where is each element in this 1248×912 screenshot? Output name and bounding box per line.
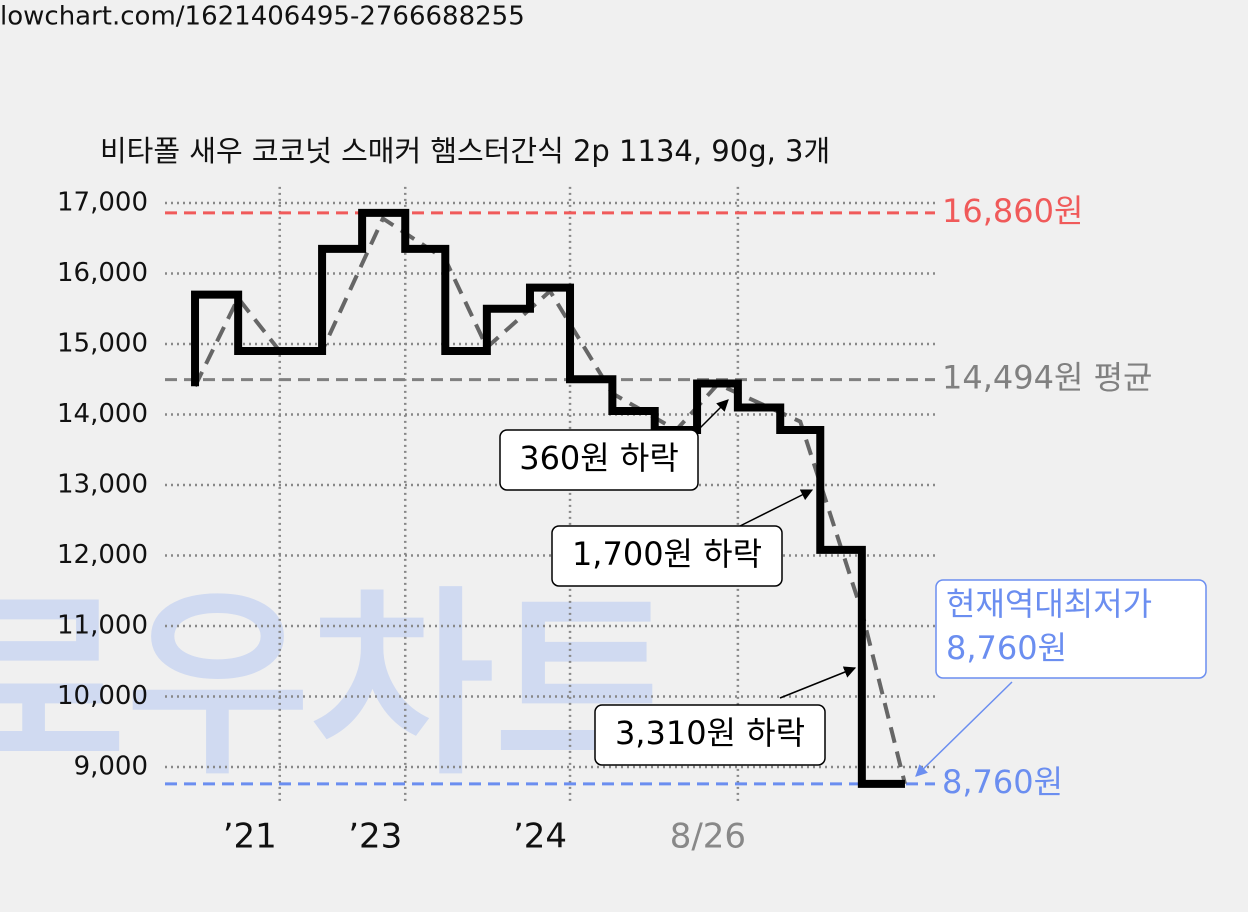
x-tick-label: ’23 [348,817,402,857]
reference-label: 14,494원 평균 [942,359,1152,397]
x-tick-label: ’21 [223,817,277,857]
y-tick-label: 12,000 [57,540,148,570]
y-tick-label: 11,000 [57,611,148,641]
x-tick-label: ’24 [513,817,567,857]
annotation-arrow [779,666,857,699]
y-tick-label: 17,000 [57,188,148,218]
watermark: 로우차트 [0,570,678,803]
annotation-box [935,579,1207,679]
annotation-text: 360원 하락 [519,439,679,477]
annotation-text: 1,700원 하락 [572,535,762,573]
reference-label: 8,760원 [942,763,1063,801]
y-tick-label: 16,000 [57,258,148,288]
data-line [193,215,907,785]
annotation-box [551,525,783,587]
y-tick-label: 10,000 [57,681,148,711]
annotation-box [499,429,699,491]
y-tick-label: 14,000 [57,399,148,429]
annotation-text: 3,310원 하락 [615,714,805,752]
chart-title: 비타폴 새우 코코넛 스매커 햄스터간식 2p 1134, 90g, 3개 [100,134,830,168]
y-tick-label: 15,000 [57,329,148,359]
page-url: lowchart.com/1621406495-2766688255 [0,2,525,32]
reference-label: 16,860원 [942,192,1083,230]
annotation-text: 현재역대최저가 [946,585,1152,623]
y-tick-label: 13,000 [57,470,148,500]
data-line [191,208,905,788]
y-tick-label: 9,000 [74,752,148,782]
annotation-arrow [915,681,1013,777]
x-tick-label: 8/26 [670,817,746,857]
annotation-text: 8,760원 [946,629,1067,667]
annotation-arrow [739,489,814,527]
annotation-box [594,704,826,766]
